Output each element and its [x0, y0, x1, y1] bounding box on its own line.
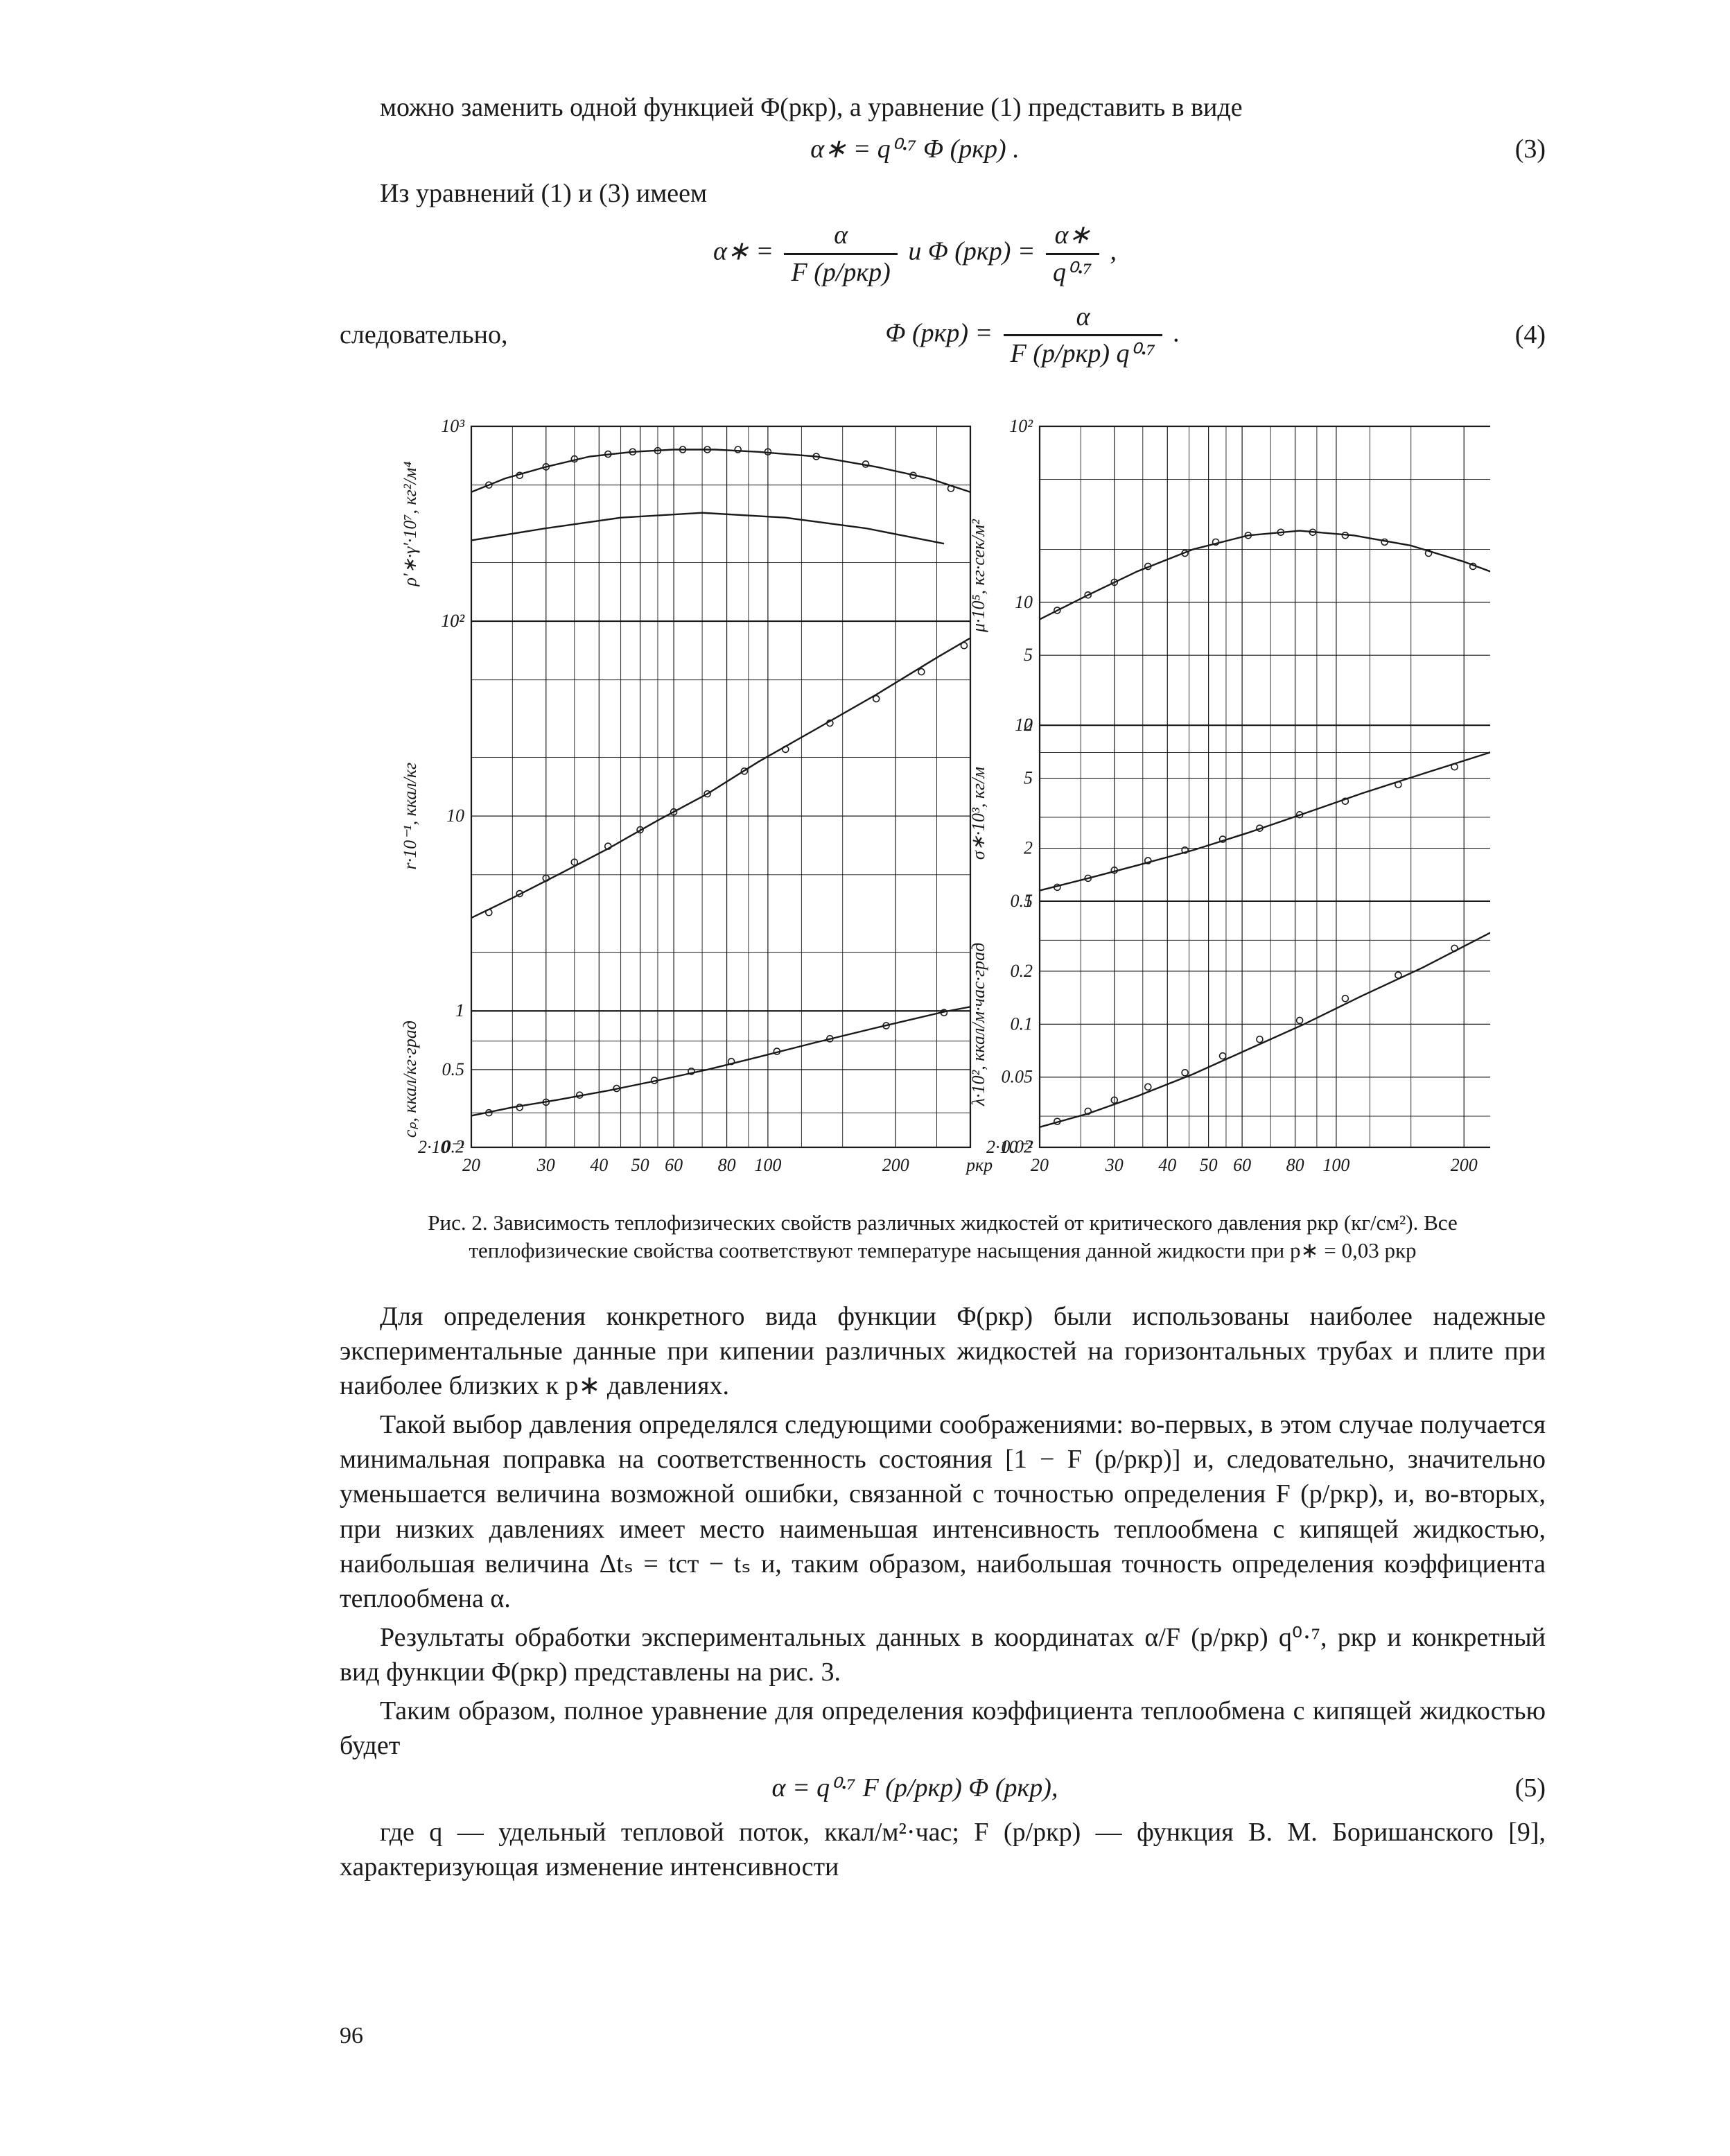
eqmid-conn: и Φ (pкр) =	[908, 237, 1035, 266]
svg-text:5: 5	[1024, 645, 1033, 665]
inline-sled: следовательно,	[340, 318, 575, 352]
svg-text:2·10⁻²: 2·10⁻²	[986, 1137, 1033, 1157]
eq5-num: (5)	[1490, 1771, 1546, 1805]
svg-text:10: 10	[446, 806, 464, 826]
svg-text:10: 10	[1015, 715, 1033, 735]
svg-text:20: 20	[1031, 1155, 1049, 1175]
svg-text:1: 1	[455, 1000, 464, 1020]
eq4-num: (4)	[1490, 318, 1546, 352]
para-5: Результаты обработки экспериментальных д…	[340, 1620, 1546, 1689]
eqmid-lhs: α∗ =	[713, 237, 774, 266]
figure-2: 20 30 40 50 60 80 100 200 pкр 10² 10³ ρ′∗·γ′·10⁷, к…	[340, 412, 1546, 1198]
svg-text:80: 80	[1286, 1155, 1304, 1175]
svg-text:10³: 10³	[441, 416, 465, 436]
svg-text:σ∗·10³, кг/м: σ∗·10³, кг/м	[968, 767, 988, 860]
page-number: 96	[340, 2021, 363, 2052]
svg-text:2·10⁻¹: 2·10⁻¹	[418, 1137, 464, 1157]
equation-mid: α∗ = α F (p/pкр) и Φ (pкр) = α∗ q⁰·⁷ ,	[340, 218, 1546, 289]
svg-text:ρ′∗·γ′·10⁷, кг²/м⁴: ρ′∗·γ′·10⁷, кг²/м⁴	[400, 462, 420, 587]
eq3-lhs: α∗	[810, 134, 846, 164]
svg-text:80: 80	[718, 1155, 736, 1175]
svg-text:60: 60	[665, 1155, 683, 1175]
para-3: Для определения конкретного вида функции…	[340, 1299, 1546, 1403]
svg-text:r·10⁻¹, ккал/кг: r·10⁻¹, ккал/кг	[400, 763, 420, 870]
svg-text:60: 60	[1233, 1155, 1251, 1175]
svg-text:2: 2	[1024, 838, 1033, 858]
svg-text:μ·10⁵, кг·сек/м²: μ·10⁵, кг·сек/м²	[968, 519, 988, 633]
svg-text:100: 100	[1322, 1155, 1349, 1175]
equation-5: α = q⁰·⁷ F (p/pкр) Φ (pкр), (5)	[340, 1771, 1546, 1805]
para-4: Такой выбор давления определялся следующ…	[340, 1407, 1546, 1616]
figure-svg: 20 30 40 50 60 80 100 200 pкр 10² 10³ ρ′∗·γ′·10⁷, к…	[395, 412, 1490, 1189]
para-intro: можно заменить одной функцией Φ(pкр), а …	[340, 90, 1546, 125]
equation-4: следовательно, Φ (pкр) = α F (p/pкр) q⁰·…	[340, 299, 1546, 371]
svg-text:50: 50	[631, 1155, 649, 1175]
para-7: где q — удельный тепловой поток, ккал/м²…	[340, 1815, 1546, 1884]
svg-text:50: 50	[1200, 1155, 1218, 1175]
svg-text:5: 5	[1024, 768, 1033, 788]
eq4-lhs: Φ (pкр) =	[886, 318, 993, 347]
eq3-num: (3)	[1490, 132, 1546, 166]
figure-caption: Рис. 2. Зависимость теплофизических свой…	[416, 1209, 1469, 1264]
svg-text:0.1: 0.1	[1011, 1014, 1033, 1034]
svg-text:30: 30	[1105, 1155, 1124, 1175]
svg-text:40: 40	[1158, 1155, 1176, 1175]
svg-text:cₚ, ккал/кг·град: cₚ, ккал/кг·град	[400, 1020, 420, 1138]
eq3-rhs: q⁰·⁷ Φ (pкр) .	[877, 134, 1020, 164]
svg-text:0.2: 0.2	[1011, 961, 1033, 981]
svg-text:pкр: pкр	[965, 1155, 993, 1175]
svg-text:200: 200	[1451, 1155, 1478, 1175]
svg-text:30: 30	[536, 1155, 555, 1175]
svg-text:200: 200	[882, 1155, 909, 1175]
svg-text:10: 10	[1015, 592, 1033, 612]
svg-text:100: 100	[754, 1155, 781, 1175]
svg-text:0.5: 0.5	[1011, 891, 1033, 911]
equation-3: α∗ = q⁰·⁷ Φ (pкр) . (3)	[340, 132, 1546, 166]
svg-text:0.05: 0.05	[1002, 1067, 1033, 1087]
svg-text:10²: 10²	[441, 611, 465, 631]
para-2: Из уравнений (1) и (3) имеем	[340, 176, 1546, 211]
para-6: Таким образом, полное уравнение для опре…	[340, 1694, 1546, 1763]
svg-text:0.5: 0.5	[442, 1059, 465, 1079]
svg-text:40: 40	[590, 1155, 608, 1175]
svg-text:10²: 10²	[1009, 416, 1033, 436]
svg-text:20: 20	[462, 1155, 480, 1175]
svg-text:λ·10², ккал/м·час·град: λ·10², ккал/м·час·град	[968, 943, 988, 1107]
